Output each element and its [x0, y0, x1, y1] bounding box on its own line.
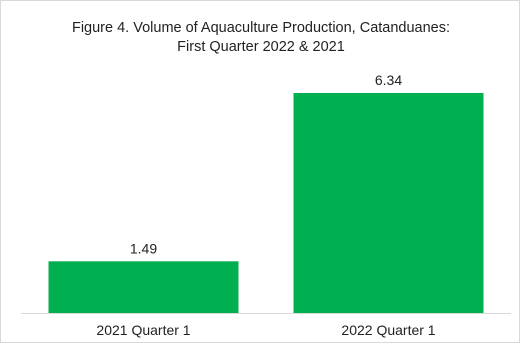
data-label-1: 1.49: [130, 240, 157, 256]
chart-title: Figure 4. Volume of Aquaculture Producti…: [1, 19, 520, 57]
bar-2: [293, 93, 484, 313]
x-tick-label-1: 2021 Quarter 1: [96, 322, 190, 338]
bar-1: [48, 261, 239, 313]
data-label-2: 6.34: [375, 72, 402, 88]
chart-title-line-1: Figure 4. Volume of Aquaculture Producti…: [71, 20, 451, 36]
x-tick-label-2: 2022 Quarter 1: [341, 322, 435, 338]
chart-title-line-2: First Quarter 2022 & 2021: [177, 39, 345, 55]
